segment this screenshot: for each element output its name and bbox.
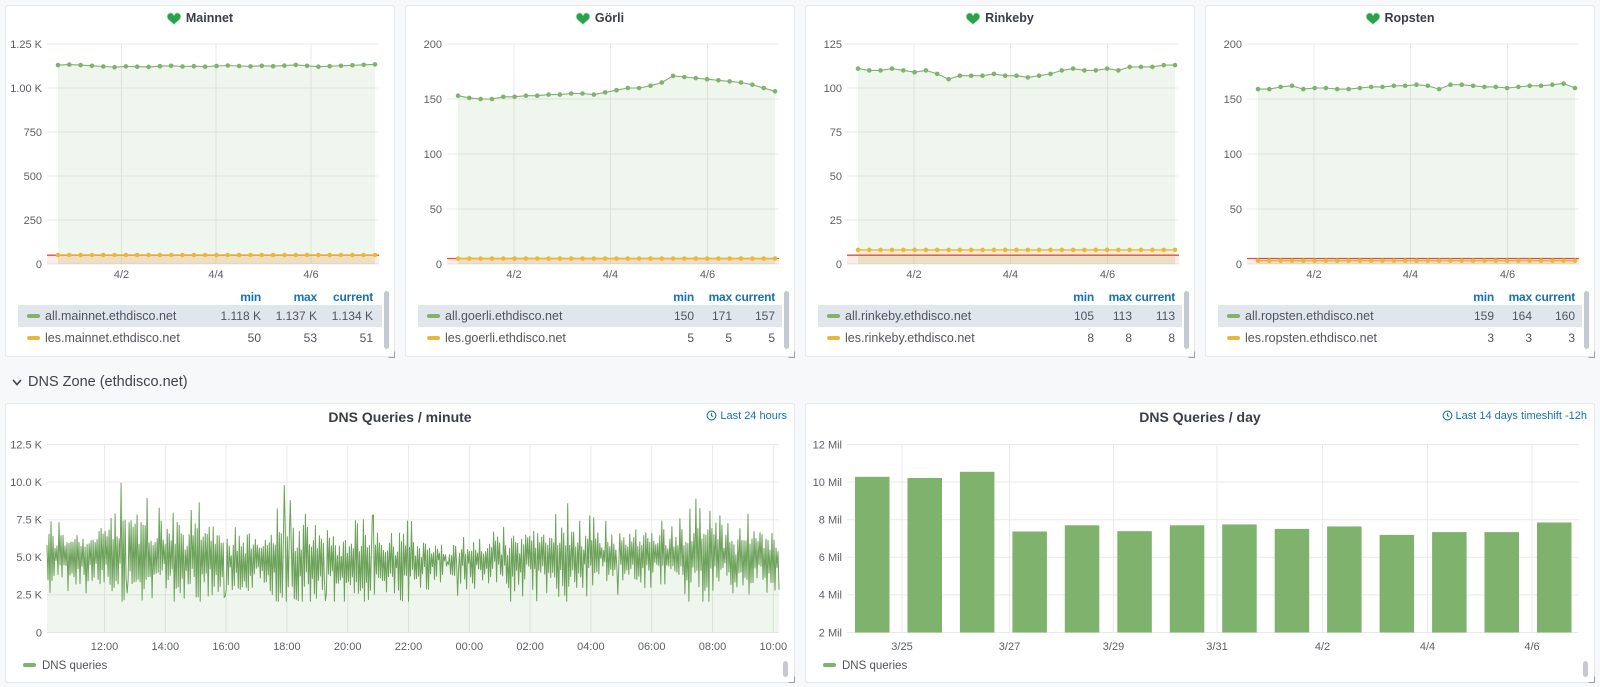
svg-text:100: 100 [1224,149,1242,161]
svg-text:0: 0 [1236,259,1242,271]
svg-text:50: 50 [1230,204,1242,216]
svg-text:4/4: 4/4 [208,269,223,281]
svg-text:3/25: 3/25 [891,641,912,653]
svg-text:18:00: 18:00 [273,641,301,653]
svg-text:06:00: 06:00 [638,641,666,653]
svg-text:16:00: 16:00 [212,641,240,653]
svg-text:8 Mil: 8 Mil [819,515,842,527]
svg-text:22:00: 22:00 [395,641,423,653]
svg-text:3/31: 3/31 [1206,641,1227,653]
svg-text:6 Mil: 6 Mil [819,552,842,564]
svg-text:200: 200 [1224,39,1242,51]
svg-text:750: 750 [24,127,42,139]
svg-text:12.5 K: 12.5 K [10,439,42,451]
svg-text:50: 50 [430,204,442,216]
svg-text:4/2: 4/2 [1315,641,1330,653]
svg-text:25: 25 [830,215,842,227]
svg-text:150: 150 [424,94,442,106]
svg-text:4/6: 4/6 [1500,269,1515,281]
svg-text:10 Mil: 10 Mil [813,477,842,489]
svg-text:20:00: 20:00 [334,641,362,653]
svg-text:4/6: 4/6 [700,269,715,281]
svg-text:0: 0 [36,627,42,639]
svg-text:4/4: 4/4 [1420,641,1435,653]
svg-text:10:00: 10:00 [760,641,788,653]
svg-text:0: 0 [36,259,42,271]
svg-text:12:00: 12:00 [91,641,119,653]
svg-text:4/6: 4/6 [1524,641,1539,653]
svg-text:4/6: 4/6 [1100,269,1115,281]
svg-text:0: 0 [836,259,842,271]
svg-text:2 Mil: 2 Mil [819,627,842,639]
svg-text:3/27: 3/27 [999,641,1020,653]
svg-text:150: 150 [1224,94,1242,106]
svg-text:4/2: 4/2 [1306,269,1321,281]
svg-text:4/2: 4/2 [506,269,521,281]
svg-text:4/4: 4/4 [1003,269,1018,281]
svg-text:00:00: 00:00 [456,641,484,653]
svg-text:100: 100 [424,149,442,161]
svg-text:1.25 K: 1.25 K [10,39,42,51]
svg-text:200: 200 [424,39,442,51]
svg-text:10.0 K: 10.0 K [10,477,42,489]
svg-text:50: 50 [830,171,842,183]
svg-text:04:00: 04:00 [577,641,605,653]
svg-text:08:00: 08:00 [699,641,727,653]
svg-text:250: 250 [24,215,42,227]
svg-text:0: 0 [436,259,442,271]
svg-text:12 Mil: 12 Mil [813,439,842,451]
svg-text:2.5 K: 2.5 K [16,590,42,602]
svg-text:14:00: 14:00 [152,641,180,653]
svg-text:75: 75 [830,127,842,139]
svg-text:02:00: 02:00 [516,641,544,653]
svg-text:4/4: 4/4 [1403,269,1418,281]
svg-text:4/2: 4/2 [114,269,129,281]
svg-text:125: 125 [824,39,842,51]
svg-text:3/29: 3/29 [1103,641,1124,653]
svg-text:4/6: 4/6 [303,269,318,281]
svg-text:7.5 K: 7.5 K [16,515,42,527]
svg-text:4/2: 4/2 [906,269,921,281]
svg-text:4/4: 4/4 [603,269,618,281]
svg-text:500: 500 [24,171,42,183]
svg-text:100: 100 [824,83,842,95]
svg-text:5.0 K: 5.0 K [16,552,42,564]
svg-text:4 Mil: 4 Mil [819,590,842,602]
svg-text:1.00 K: 1.00 K [10,83,42,95]
